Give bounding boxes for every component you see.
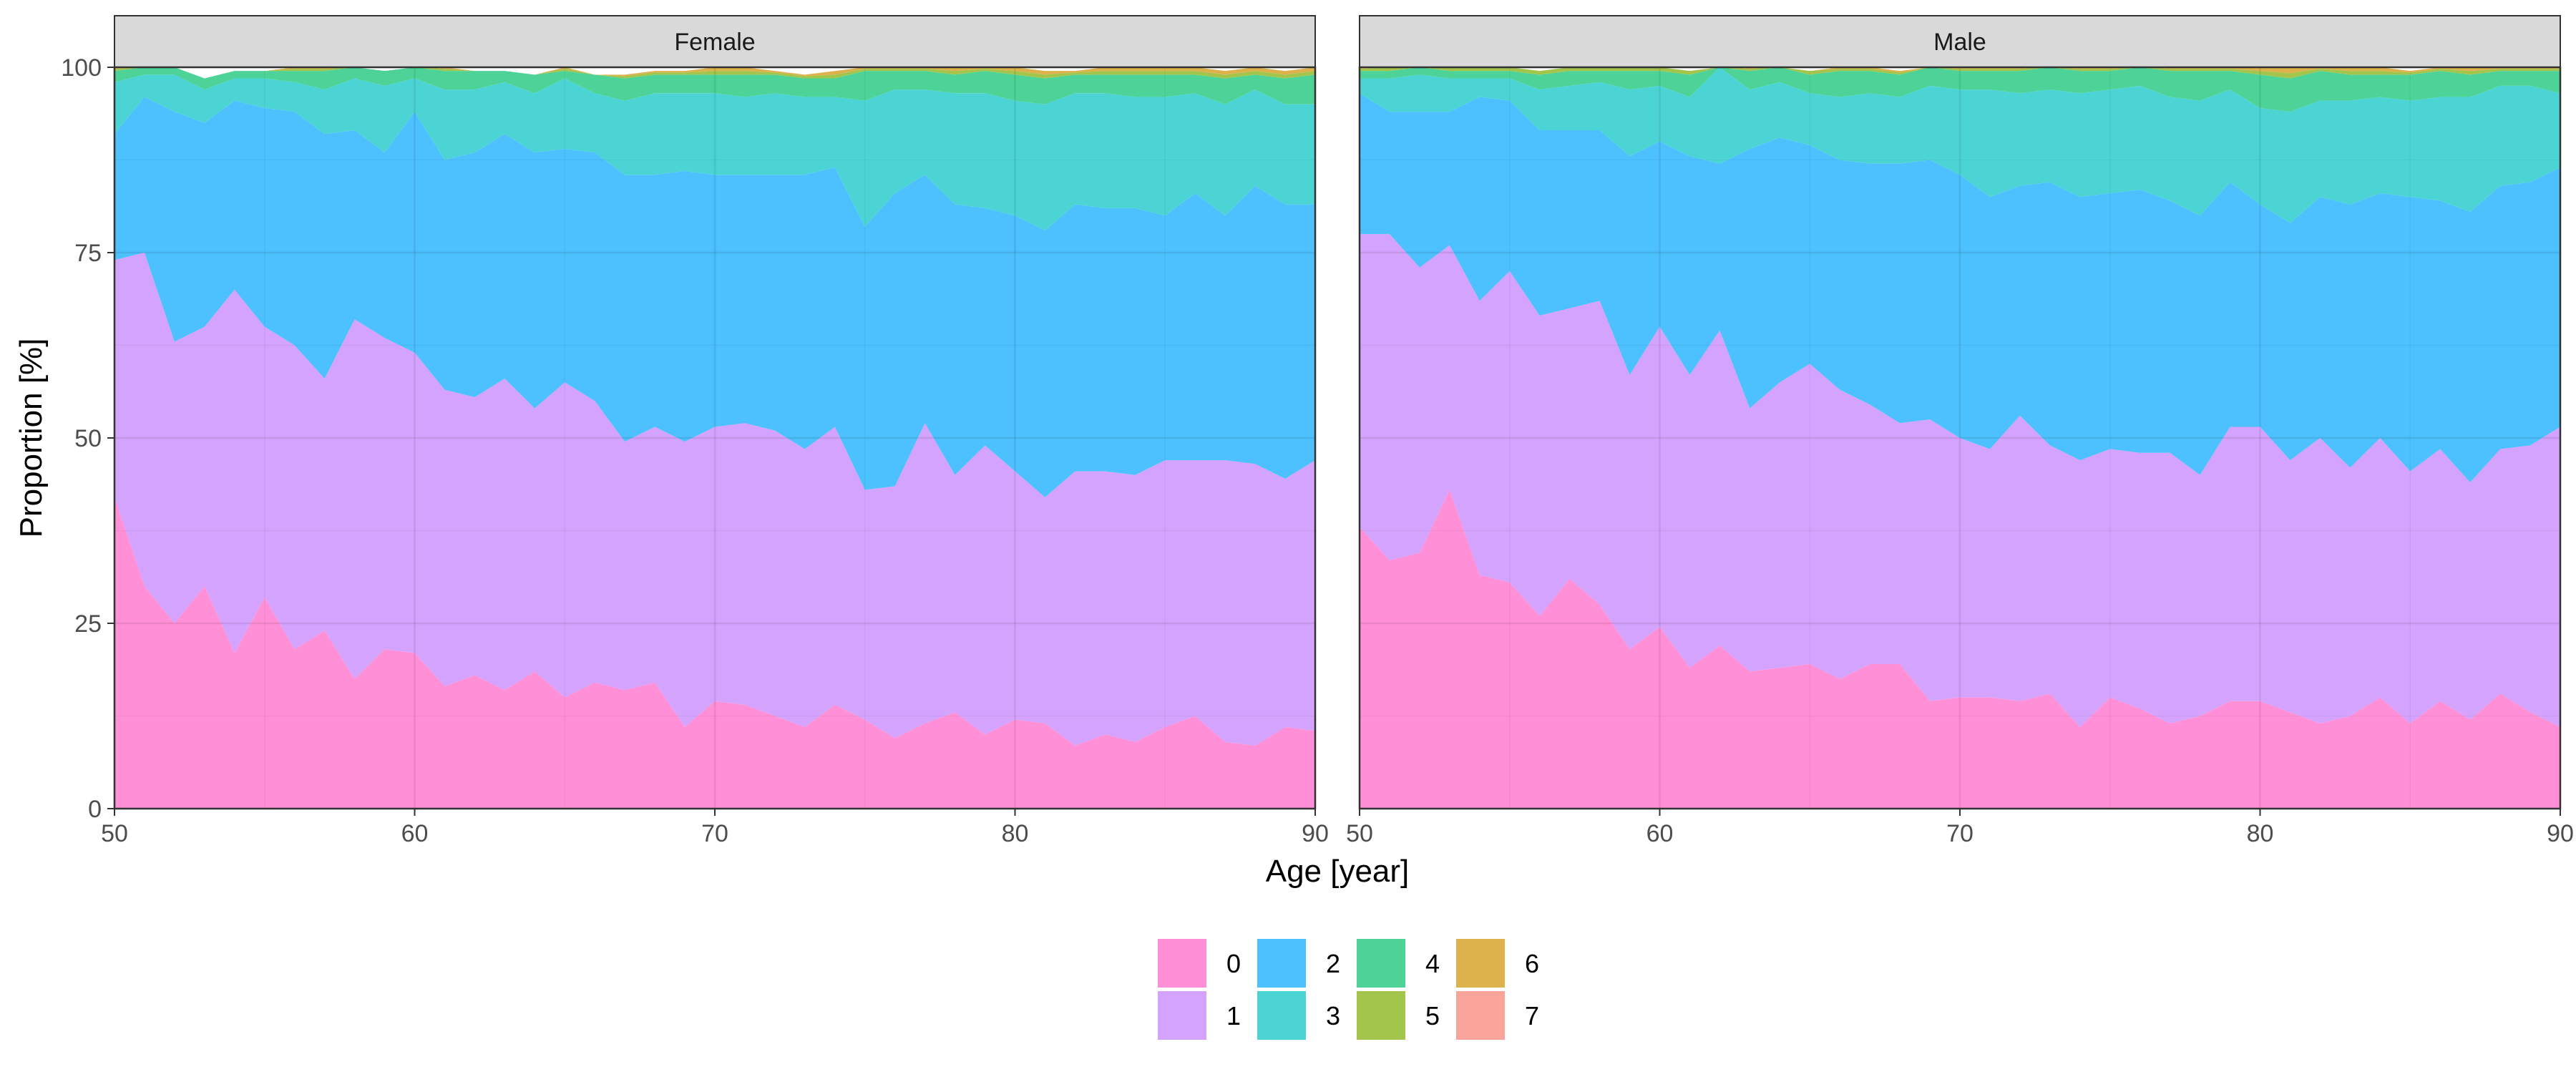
x-tick-label-female: 80 xyxy=(1002,820,1029,847)
y-tick-label: 75 xyxy=(74,240,102,267)
x-tick-label-male: 60 xyxy=(1646,820,1674,847)
y-tick-label: 50 xyxy=(74,425,102,452)
legend-key-4 xyxy=(1357,939,1405,988)
x-tick-label-male: 50 xyxy=(1346,820,1373,847)
area-male-series-2 xyxy=(1360,93,2560,483)
x-tick-label-female: 50 xyxy=(101,820,128,847)
legend-label-2: 2 xyxy=(1326,949,1340,978)
y-tick-label: 25 xyxy=(74,610,102,638)
facet-strip-label-female: Female xyxy=(674,29,755,56)
x-tick-label-female: 70 xyxy=(701,820,728,847)
area-female-series-0 xyxy=(114,497,1315,809)
x-tick-label-male: 80 xyxy=(2247,820,2274,847)
area-male-series-5 xyxy=(1360,67,2560,79)
y-tick-label: 100 xyxy=(61,54,102,82)
legend-key-3 xyxy=(1257,991,1306,1040)
area-female-series-6 xyxy=(114,67,1315,79)
legend-key-6 xyxy=(1456,939,1505,988)
legend-key-1 xyxy=(1158,991,1206,1040)
x-axis-title: Age [year] xyxy=(1266,854,1410,889)
legend-label-7: 7 xyxy=(1525,1001,1539,1030)
legend-key-2 xyxy=(1257,939,1306,988)
area-female-series-3 xyxy=(114,74,1315,230)
facet-strip-female xyxy=(114,15,1316,68)
legend-label-4: 4 xyxy=(1425,949,1440,978)
legend-label-6: 6 xyxy=(1525,949,1539,978)
legend-label-1: 1 xyxy=(1226,1001,1241,1030)
y-tick-label: 0 xyxy=(88,796,102,823)
x-tick-label-male: 90 xyxy=(2547,820,2574,847)
area-male-series-4 xyxy=(1360,67,2560,112)
area-female-series-1 xyxy=(114,253,1315,746)
legend-label-3: 3 xyxy=(1326,1001,1340,1030)
legend-label-0: 0 xyxy=(1226,949,1241,978)
x-tick-label-male: 70 xyxy=(1946,820,1974,847)
y-axis-title: Proportion [%] xyxy=(14,338,49,538)
facet-strip-label-male: Male xyxy=(1933,29,1986,56)
x-tick-label-female: 60 xyxy=(401,820,429,847)
area-female-series-5 xyxy=(114,67,1315,79)
legend-key-5 xyxy=(1357,991,1405,1040)
area-male-series-6 xyxy=(1360,67,2560,74)
area-female-series-4 xyxy=(114,67,1315,104)
area-male-series-3 xyxy=(1360,67,2560,223)
legend-key-7 xyxy=(1456,991,1505,1040)
area-male-series-0 xyxy=(1360,489,2560,809)
area-female-series-2 xyxy=(114,97,1315,497)
legend-key-0 xyxy=(1158,939,1206,988)
area-male-series-1 xyxy=(1360,234,2560,728)
legend-label-5: 5 xyxy=(1425,1001,1440,1030)
x-tick-label-female: 90 xyxy=(1302,820,1329,847)
